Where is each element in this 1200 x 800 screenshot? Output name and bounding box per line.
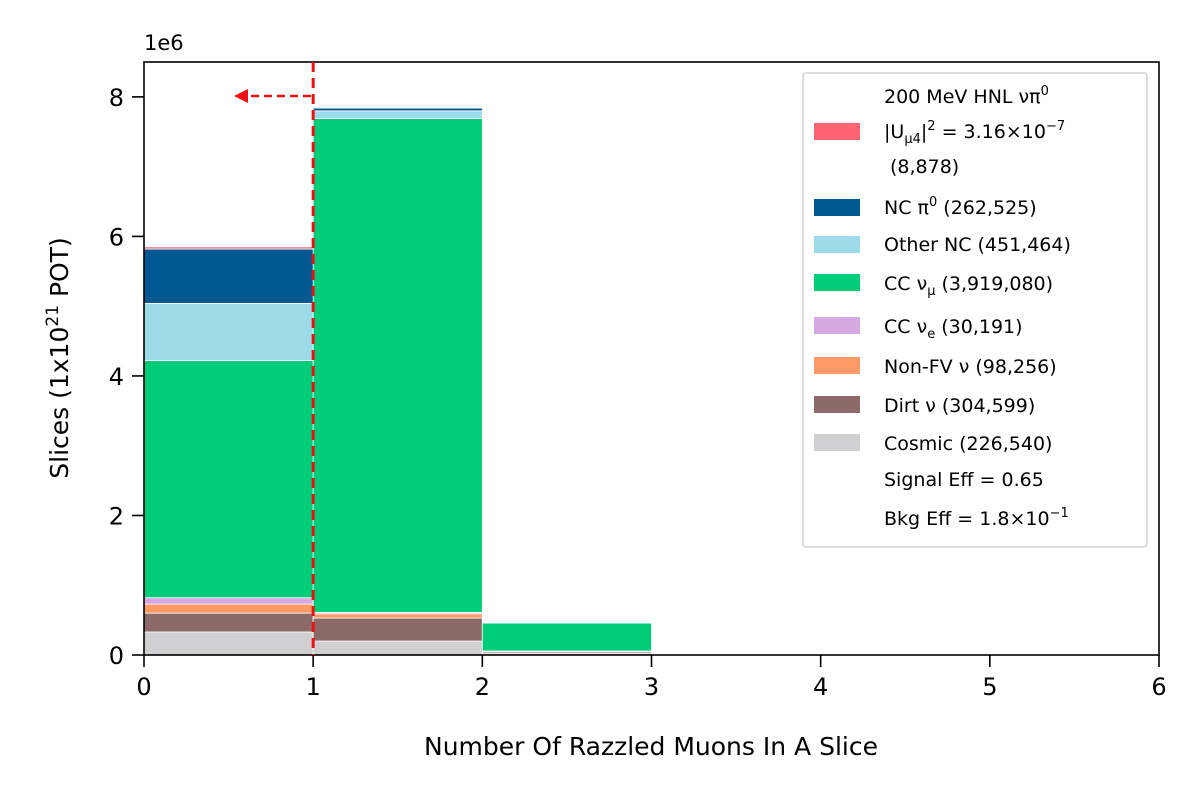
legend-label-cosmic: Cosmic (226,540) <box>884 433 1052 455</box>
x-tick-label-4: 4 <box>813 673 828 701</box>
y-tick-label-0: 0 <box>109 642 124 670</box>
legend-label-hnl-line3: (8,878) <box>890 156 959 178</box>
legend-swatch-hnl <box>814 123 860 140</box>
bar-segment-series6-bin1 <box>312 107 483 112</box>
legend-swatch-cosmic <box>814 434 860 451</box>
y-tick-label-3: 6 <box>109 223 124 251</box>
bar-segment-series1-bin1 <box>312 617 483 642</box>
legend-swatch-non-fv <box>814 357 860 374</box>
legend-signal-eff: Signal Eff = 0.65 <box>884 469 1044 491</box>
legend: 200 MeV HNL νπ0 |Uμ4|2 = 3.16×10−7 (8,87… <box>802 72 1148 548</box>
legend-label-cc-nue: CC νe (30,191) <box>884 316 1023 342</box>
x-tick-label-2: 2 <box>475 673 490 701</box>
bar-segment-series3-bin0 <box>143 597 314 605</box>
legend-label-non-fv: Non-FV ν (98,256) <box>884 356 1057 378</box>
bar-segment-series0-bin0 <box>143 631 314 656</box>
legend-label-other-nc: Other NC (451,464) <box>884 234 1071 256</box>
selection-cut <box>234 62 315 655</box>
legend-bkg-eff: Bkg Eff = 1.8×10−1 <box>884 506 1069 530</box>
y-tick-label-1: 2 <box>109 502 124 530</box>
bar-segment-series6-bin0 <box>143 248 314 304</box>
x-tick-label-0: 0 <box>136 673 151 701</box>
x-axis-ticks: 0 1 2 3 4 5 6 <box>136 655 1167 701</box>
y-tick-label-4: 8 <box>109 84 124 112</box>
legend-label-nc-pi0: NC π0 (262,525) <box>884 195 1037 219</box>
bar-segment-series7-bin0 <box>143 246 314 250</box>
legend-frame <box>802 72 1148 548</box>
legend-swatch-cc-nue <box>814 317 860 334</box>
legend-label-dirt: Dirt ν (304,599) <box>884 395 1035 417</box>
legend-swatch-dirt <box>814 396 860 413</box>
cut-arrow-head <box>234 89 248 103</box>
y-axis-label: Slices (1x1021 POT) <box>43 237 74 479</box>
histogram-bars <box>143 107 652 656</box>
bar-segment-series4-bin2 <box>481 622 652 652</box>
x-tick-label-3: 3 <box>644 673 659 701</box>
bar-segment-series0-bin1 <box>312 640 483 656</box>
y-axis-ticks: 0 2 4 6 8 <box>109 84 144 670</box>
legend-label-cc-numu: CC νμ (3,919,080) <box>884 273 1053 299</box>
x-tick-label-6: 6 <box>1151 673 1166 701</box>
legend-label-hnl-line1: 200 MeV HNL νπ0 <box>884 84 1049 108</box>
bar-segment-series1-bin0 <box>143 612 314 633</box>
legend-swatch-cc-numu <box>814 274 860 291</box>
y-tick-label-2: 4 <box>109 363 124 391</box>
x-tick-label-5: 5 <box>982 673 997 701</box>
bar-segment-series5-bin0 <box>143 302 314 361</box>
bar-segment-series5-bin1 <box>312 110 483 119</box>
x-axis-label: Number Of Razzled Muons In A Slice <box>424 732 878 761</box>
legend-swatch-nc-pi0 <box>814 199 860 216</box>
legend-swatch-other-nc <box>814 236 860 253</box>
bar-segment-series4-bin1 <box>312 118 483 613</box>
bar-segment-series2-bin0 <box>143 603 314 614</box>
bar-segment-series4-bin0 <box>143 360 314 599</box>
y-offset-text: 1e6 <box>144 31 184 55</box>
legend-label-hnl-line2: |Uμ4|2 = 3.16×10−7 <box>884 119 1065 147</box>
x-tick-label-1: 1 <box>306 673 321 701</box>
bar-segment-series2-bin1 <box>312 613 483 619</box>
